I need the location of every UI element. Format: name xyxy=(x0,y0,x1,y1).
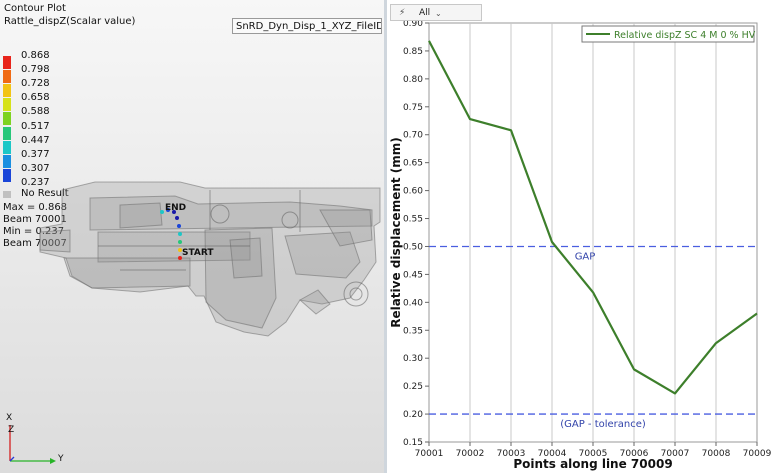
y-tick-label: 0.55 xyxy=(403,215,423,225)
x-tick-label: 70005 xyxy=(579,449,608,459)
x-tick-label: 70004 xyxy=(538,449,567,459)
no-result-label: No Result xyxy=(21,187,69,199)
colorbar-label: 0.517 xyxy=(21,120,50,132)
y-tick-label: 0.60 xyxy=(403,187,423,197)
filter-dropdown[interactable]: All xyxy=(419,8,431,18)
stat-max: Max = 0.868 xyxy=(3,202,68,213)
plot-toolbar[interactable]: ⚡ All ⌄ xyxy=(390,4,482,21)
triad-x-label: X xyxy=(6,413,12,423)
colorbar-label: 0.798 xyxy=(21,64,50,76)
colorbar-swatch xyxy=(3,112,11,126)
y-tick-label: 0.35 xyxy=(403,326,423,336)
colorbar-swatch xyxy=(3,56,11,70)
reference-line-label: (GAP - tolerance) xyxy=(560,419,646,430)
x-tick-label: 70009 xyxy=(743,449,772,459)
y-tick-label: 0.80 xyxy=(403,75,423,85)
stat-min: Min = 0.237 xyxy=(3,226,65,237)
colorbar-swatch xyxy=(3,168,11,182)
stat-max-beam: Beam 70001 xyxy=(3,214,67,225)
colorbar-label: 0.658 xyxy=(21,92,50,104)
y-tick-label: 0.70 xyxy=(403,131,423,141)
model-render[interactable]: END START X Z Y xyxy=(0,0,384,473)
model-viewport[interactable]: Contour Plot Rattle_dispZ(Scalar value) … xyxy=(0,0,384,473)
vehicle-model-details xyxy=(98,190,369,307)
triad-y-label: Y xyxy=(57,454,64,464)
colorbar-swatch xyxy=(3,154,11,168)
file-tab[interactable]: SnRD_Dyn_Disp_1_XYZ_FileID_1 xyxy=(232,18,382,34)
y-tick-label: 0.20 xyxy=(403,410,423,420)
chart-svg: 70001 70002 70003 70004 70005 70006 70007 70008… xyxy=(389,19,772,471)
y-tick-label: 0.15 xyxy=(403,438,423,448)
y-tick-label: 0.45 xyxy=(403,270,423,280)
y-tick-label: 0.85 xyxy=(403,47,423,57)
x-tick-label: 70007 xyxy=(661,449,690,459)
colorbar-swatch xyxy=(3,140,11,154)
legend-title: Contour Plot xyxy=(4,3,66,14)
y-tick-label: 0.90 xyxy=(403,19,423,29)
colorbar-label: 0.447 xyxy=(21,134,50,146)
colorbar-swatch xyxy=(3,70,11,84)
y-tick-label: 0.25 xyxy=(403,382,423,392)
legend-subtitle: Rattle_dispZ(Scalar value) xyxy=(4,16,136,27)
end-label: END xyxy=(165,203,186,213)
x-tick-label: 70001 xyxy=(415,449,444,459)
lightning-icon[interactable]: ⚡ xyxy=(399,8,406,18)
x-tick-label: 70006 xyxy=(620,449,649,459)
x-tick-label: 70002 xyxy=(456,449,485,459)
colorbar-label: 0.868 xyxy=(21,50,50,61)
legend-box xyxy=(581,25,755,43)
x-tick-label: 70003 xyxy=(497,449,526,459)
beam-points xyxy=(160,208,182,260)
legend-entry: Relative dispZ SC 4 M 0 % HV xyxy=(614,30,756,41)
pane-divider[interactable] xyxy=(384,0,387,473)
y-tick-label: 0.40 xyxy=(403,298,423,308)
y-tick-label: 0.50 xyxy=(403,242,423,252)
start-label: START xyxy=(182,248,214,258)
vehicle-model xyxy=(39,181,381,337)
y-tick-label: 0.65 xyxy=(403,159,423,169)
reference-line-label: GAP xyxy=(575,251,596,262)
no-result-swatch xyxy=(3,190,11,198)
series-line xyxy=(428,40,758,395)
colorbar-label: 0.588 xyxy=(21,106,50,118)
x-tick-label: 70008 xyxy=(702,449,731,459)
colorbar-label: 0.377 xyxy=(21,148,50,160)
colorbar-swatch xyxy=(3,84,11,98)
y-axis-label: Relative displacement (mm) xyxy=(389,137,403,328)
colorbar-swatch xyxy=(3,98,11,112)
colorbar-label: 0.307 xyxy=(21,162,50,174)
colorbar-label: 0.237 xyxy=(21,176,50,188)
x-axis-label: Points along line 70009 xyxy=(513,457,672,471)
y-tick-label: 0.30 xyxy=(403,354,423,364)
plot-pane[interactable]: 70001 70002 70003 70004 70005 70006 70007 70008… xyxy=(387,0,774,473)
colorbar-swatch xyxy=(3,126,11,140)
colorbar-label: 0.728 xyxy=(21,78,50,90)
stat-min-beam: Beam 70007 xyxy=(3,238,67,249)
axis-triad: X Z Y xyxy=(6,413,64,464)
y-tick-label: 0.75 xyxy=(403,103,423,113)
triad-z-label: Z xyxy=(8,425,14,435)
chevron-down-icon[interactable]: ⌄ xyxy=(435,9,442,18)
